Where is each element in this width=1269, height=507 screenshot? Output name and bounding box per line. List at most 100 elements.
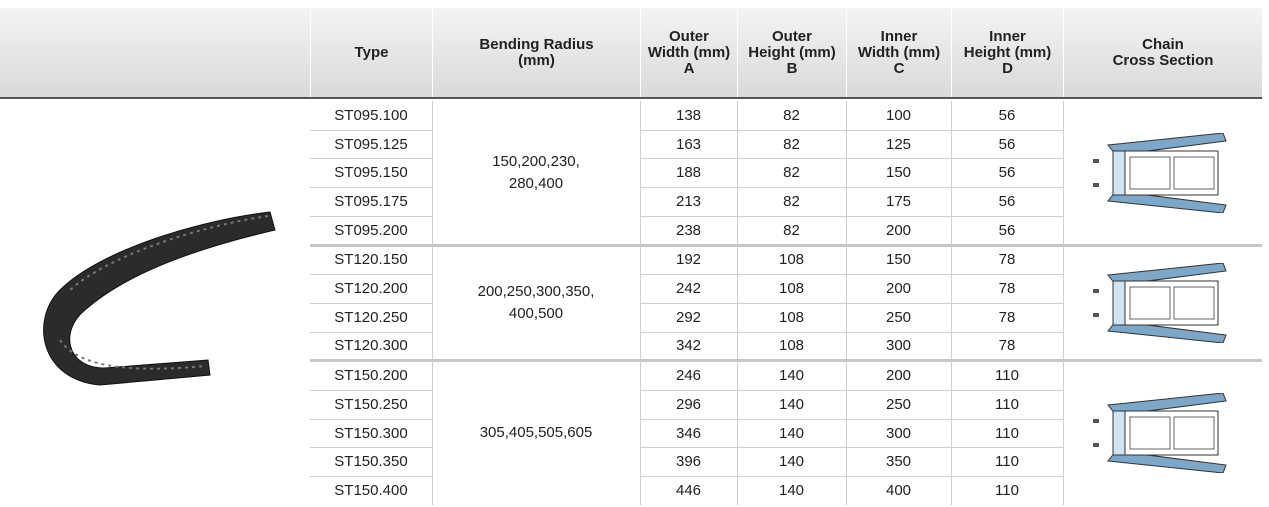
table-cell: ST095.200 [310,216,432,245]
table-cell: 140 [737,361,846,390]
table-cell: 200 [846,361,951,390]
column-line [951,361,952,505]
column-line [640,101,641,245]
row-line [640,158,1063,159]
cross-section-diagram [1063,361,1262,505]
table-cell: 108 [737,332,846,361]
table-cell: 56 [951,130,1063,159]
table-cell: ST150.250 [310,390,432,419]
table-cell: 78 [951,246,1063,275]
text-line: Height (mm) [964,45,1052,61]
table-cell: 56 [951,216,1063,245]
column-line [1063,101,1064,245]
table-cell: 342 [640,332,737,361]
table-cell: 108 [737,303,846,332]
table-cell: 82 [737,187,846,216]
table-cell: 242 [640,274,737,303]
text-line: Outer [669,29,709,45]
table-cell: 163 [640,130,737,159]
table-cell: ST095.125 [310,130,432,159]
column-line [432,246,433,361]
text-line: B [787,61,798,77]
table-cell: 140 [737,447,846,476]
table-cell: 175 [846,187,951,216]
table-cell: 300 [846,419,951,448]
text-line: 150,200,230, [492,151,580,173]
table-cell: 396 [640,447,737,476]
table-cell: 400 [846,476,951,505]
table-cell: 110 [951,476,1063,505]
column-line [737,101,738,245]
text-line: Bending Radius [479,37,593,53]
row-line [640,419,1063,420]
table-cell: 250 [846,303,951,332]
table-cell: 100 [846,101,951,130]
row-line [310,187,432,188]
table-cell: 200 [846,274,951,303]
table-cell: 140 [737,476,846,505]
table-cell: 296 [640,390,737,419]
row-line [310,447,432,448]
table-cell: 250 [846,390,951,419]
table-cell: ST150.300 [310,419,432,448]
row-line [310,274,432,275]
table-cell: 56 [951,187,1063,216]
row-line [310,216,432,217]
header-cell: Type [310,8,432,97]
text-line: Outer [772,29,812,45]
row-line [310,390,432,391]
table-cell: ST120.200 [310,274,432,303]
row-line [310,476,432,477]
table-cell: 350 [846,447,951,476]
column-line [951,101,952,245]
column-line [640,246,641,361]
table-cell: 110 [951,361,1063,390]
text-line: 400,500 [509,303,563,325]
column-line [846,361,847,505]
table-cell: 110 [951,390,1063,419]
row-line [640,130,1063,131]
table-cell: ST150.350 [310,447,432,476]
table-cell: 150 [846,158,951,187]
chain-image [20,200,290,400]
column-line [951,246,952,361]
text-line: Height (mm) [748,45,836,61]
table-cell: ST150.200 [310,361,432,390]
table-cell: 82 [737,216,846,245]
table-cell: 82 [737,101,846,130]
row-line [640,332,1063,333]
column-line [737,246,738,361]
table-cell: ST095.100 [310,101,432,130]
column-line [846,101,847,245]
table-cell: 292 [640,303,737,332]
text-line: Inner [881,29,918,45]
column-line [640,361,641,505]
table-cell: 108 [737,246,846,275]
row-line [640,447,1063,448]
table-cell: ST095.150 [310,158,432,187]
text-line: C [894,61,905,77]
row-line [310,419,432,420]
table-cell: ST095.175 [310,187,432,216]
table-cell: ST120.150 [310,246,432,275]
text-line: (mm) [518,53,555,69]
table-cell: ST120.300 [310,332,432,361]
table-cell: ST150.400 [310,476,432,505]
cross-section-diagram [1063,101,1262,245]
table-cell: 125 [846,130,951,159]
table-cell: 238 [640,216,737,245]
table-cell: 200 [846,216,951,245]
column-line [432,101,433,245]
text-line: Inner [989,29,1026,45]
table-cell: 78 [951,332,1063,361]
row-line [310,130,432,131]
row-line [310,332,432,333]
table-cell: 150 [846,246,951,275]
table-cell: 192 [640,246,737,275]
table-cell: 140 [737,390,846,419]
table-cell: 110 [951,419,1063,448]
table-cell: 300 [846,332,951,361]
